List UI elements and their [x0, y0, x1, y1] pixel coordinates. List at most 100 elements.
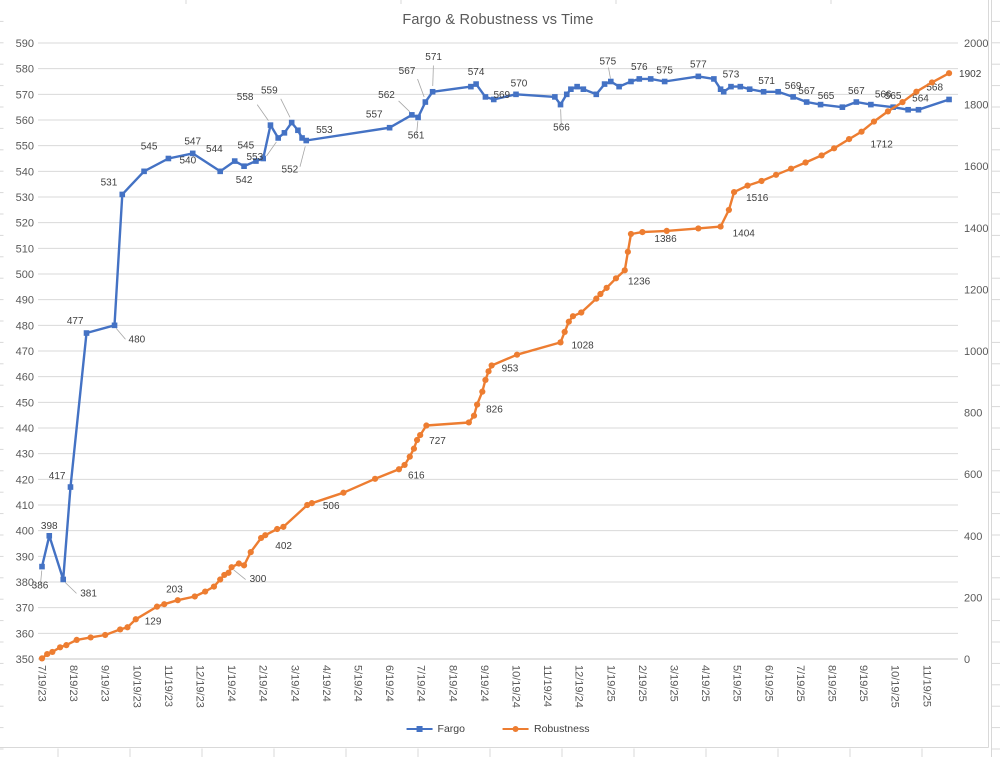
data-point-marker[interactable] — [371, 475, 379, 482]
data-point-marker[interactable] — [870, 118, 878, 125]
data-point-marker[interactable] — [406, 453, 413, 460]
data-point-marker[interactable] — [552, 94, 558, 100]
data-point-marker[interactable] — [858, 128, 865, 135]
data-point-marker[interactable] — [627, 230, 635, 238]
data-point-marker[interactable] — [717, 86, 724, 92]
data-point-marker[interactable] — [241, 163, 247, 169]
data-point-marker[interactable] — [401, 461, 408, 469]
data-point-marker[interactable] — [117, 626, 124, 633]
data-point-marker[interactable] — [429, 88, 436, 95]
data-point-marker[interactable] — [695, 225, 702, 232]
data-point-marker[interactable] — [557, 339, 564, 346]
data-point-marker[interactable] — [303, 137, 310, 144]
data-point-marker[interactable] — [417, 431, 424, 439]
data-point-marker[interactable] — [340, 489, 347, 496]
data-point-marker[interactable] — [946, 96, 952, 103]
data-point-marker[interactable] — [119, 191, 126, 198]
data-point-marker[interactable] — [410, 445, 418, 452]
data-point-marker[interactable] — [884, 108, 892, 115]
data-point-marker[interactable] — [845, 135, 853, 143]
data-point-marker[interactable] — [601, 81, 608, 87]
data-point-marker[interactable] — [281, 130, 288, 136]
data-point-marker[interactable] — [513, 91, 519, 98]
data-point-marker[interactable] — [608, 78, 614, 85]
data-point-marker[interactable] — [868, 101, 874, 108]
data-point-marker[interactable] — [787, 165, 795, 172]
data-point-marker[interactable] — [111, 322, 118, 329]
data-point-marker[interactable] — [280, 523, 287, 530]
data-point-marker[interactable] — [231, 158, 238, 164]
data-point-marker[interactable] — [616, 83, 622, 90]
data-point-marker[interactable] — [928, 79, 936, 86]
legend-item-fargo[interactable]: Fargo — [406, 723, 465, 735]
data-point-marker[interactable] — [802, 159, 809, 166]
data-point-marker[interactable] — [485, 368, 492, 375]
data-point-marker[interactable] — [578, 309, 585, 316]
data-point-marker[interactable] — [191, 593, 198, 600]
data-point-marker[interactable] — [482, 94, 489, 100]
data-point-marker[interactable] — [413, 436, 421, 444]
data-point-marker[interactable] — [46, 533, 53, 539]
data-point-marker[interactable] — [288, 119, 295, 126]
data-point-marker[interactable] — [161, 601, 168, 608]
data-point-marker[interactable] — [663, 227, 670, 234]
data-point-marker[interactable] — [468, 83, 474, 90]
data-point-marker[interactable] — [772, 171, 780, 178]
data-point-marker[interactable] — [597, 290, 604, 298]
data-point-marker[interactable] — [67, 484, 74, 490]
data-point-marker[interactable] — [639, 229, 646, 236]
legend-item-robustness[interactable]: Robustness — [502, 723, 589, 735]
data-point-marker[interactable] — [563, 91, 570, 98]
data-point-marker[interactable] — [49, 648, 56, 656]
data-point-marker[interactable] — [165, 155, 172, 162]
data-point-marker[interactable] — [695, 73, 702, 80]
data-point-marker[interactable] — [386, 124, 393, 131]
data-point-marker[interactable] — [465, 419, 472, 426]
data-point-marker[interactable] — [189, 150, 196, 157]
data-point-marker[interactable] — [267, 122, 274, 128]
data-point-marker[interactable] — [260, 155, 266, 162]
data-point-marker[interactable] — [853, 99, 860, 105]
data-point-marker[interactable] — [247, 549, 254, 556]
data-point-marker[interactable] — [661, 78, 668, 85]
data-point-marker[interactable] — [299, 135, 305, 141]
data-point-marker[interactable] — [513, 351, 521, 358]
data-point-marker[interactable] — [415, 114, 421, 121]
data-point-marker[interactable] — [57, 644, 64, 651]
data-point-marker[interactable] — [63, 642, 70, 649]
data-point-marker[interactable] — [124, 624, 131, 631]
data-point-marker[interactable] — [760, 88, 767, 95]
data-point-marker[interactable] — [647, 76, 654, 82]
data-point-marker[interactable] — [482, 376, 489, 384]
data-point-marker[interactable] — [628, 78, 634, 85]
data-point-marker[interactable] — [803, 99, 810, 105]
data-point-marker[interactable] — [913, 88, 920, 95]
data-point-marker[interactable] — [479, 388, 486, 395]
data-point-marker[interactable] — [593, 91, 600, 98]
data-point-marker[interactable] — [945, 70, 953, 77]
data-point-marker[interactable] — [593, 295, 600, 302]
data-point-marker[interactable] — [87, 634, 94, 641]
data-point-marker[interactable] — [474, 401, 481, 408]
data-point-marker[interactable] — [758, 177, 765, 185]
data-point-marker[interactable] — [102, 631, 109, 639]
data-point-marker[interactable] — [132, 616, 139, 623]
data-point-marker[interactable] — [603, 284, 610, 291]
data-point-marker[interactable] — [308, 500, 315, 507]
data-point-marker[interactable] — [899, 99, 906, 106]
data-point-marker[interactable] — [235, 560, 242, 567]
data-point-marker[interactable] — [488, 362, 495, 369]
data-point-marker[interactable] — [569, 313, 577, 320]
data-point-marker[interactable] — [711, 76, 717, 82]
data-point-marker[interactable] — [274, 525, 281, 533]
data-point-marker[interactable] — [561, 328, 568, 336]
data-point-marker[interactable] — [565, 318, 572, 325]
data-point-marker[interactable] — [470, 412, 478, 419]
data-point-marker[interactable] — [38, 655, 46, 662]
data-point-marker[interactable] — [395, 466, 403, 473]
data-point-marker[interactable] — [422, 99, 429, 105]
data-point-marker[interactable] — [60, 576, 67, 583]
data-point-marker[interactable] — [202, 588, 209, 595]
